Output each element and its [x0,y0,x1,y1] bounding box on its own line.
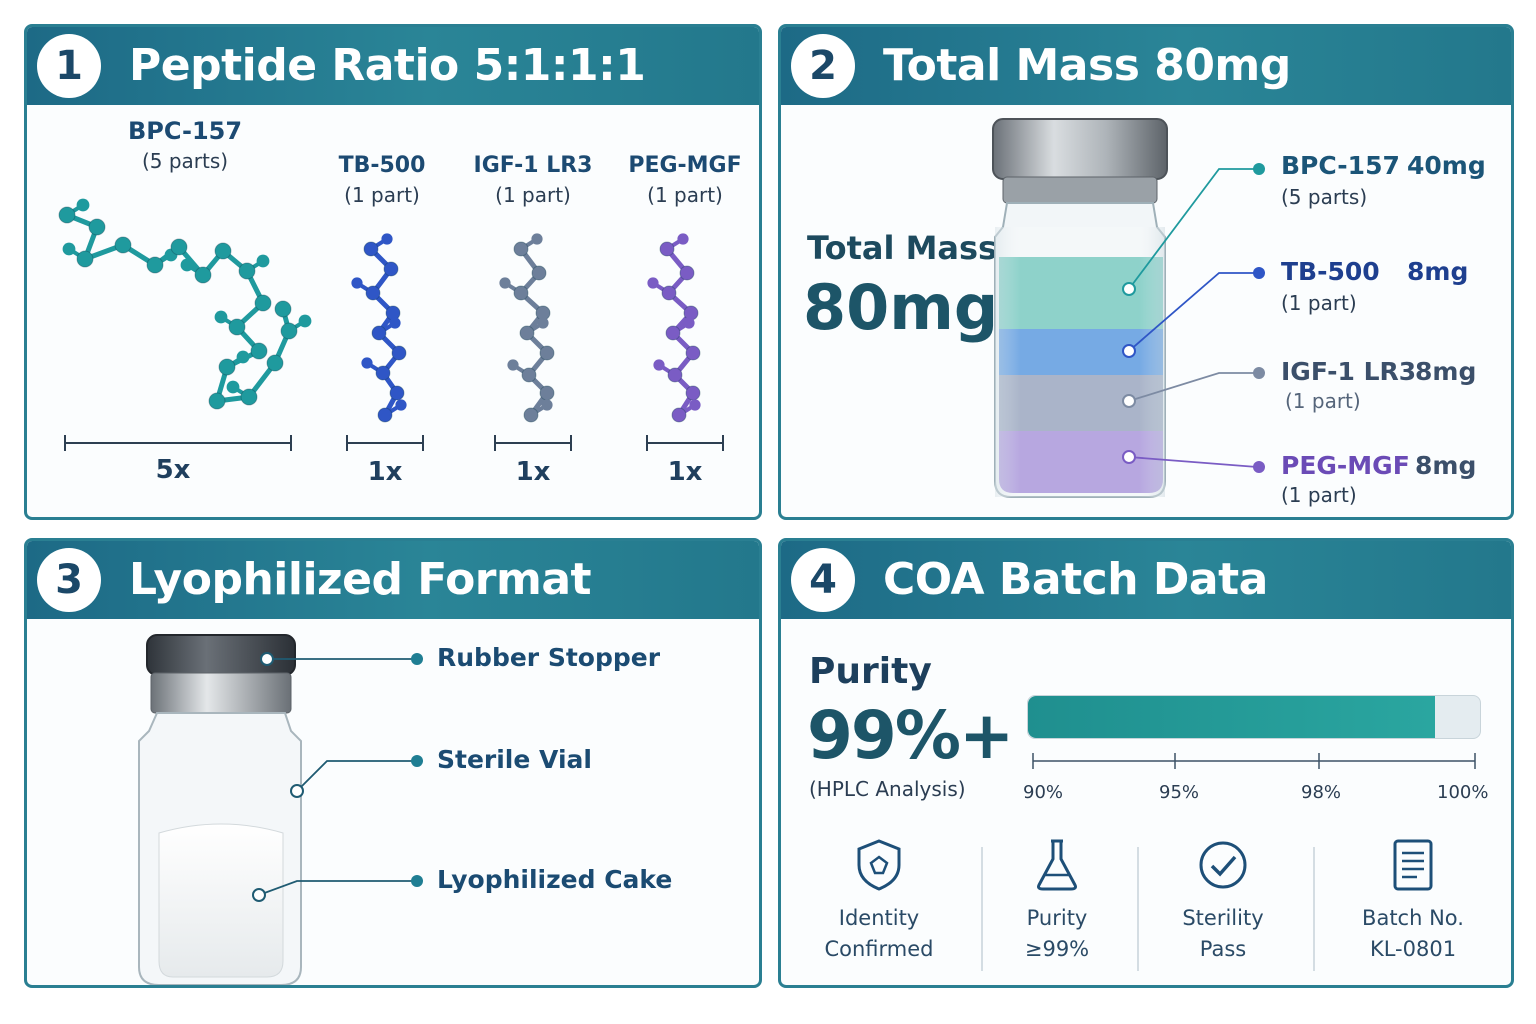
peptide-parts: (1 part) [647,183,723,207]
callout-label: Rubber Stopper [437,643,661,672]
purity-bar-track [1027,695,1481,739]
panel-title: Total Mass 80mg [883,40,1291,91]
divider [1137,847,1139,971]
coa-item-line1: Batch No. [1362,906,1464,930]
panel-title: COA Batch Data [883,554,1268,605]
document-icon [1393,839,1433,891]
purity-method: (HPLC Analysis) [809,777,966,801]
purity-scale [1032,753,1476,769]
layer-name: BPC-157 [1281,151,1400,180]
coa-item-line2: Confirmed [824,937,934,961]
callout-label: Lyophilized Cake [437,865,673,894]
step-badge: 2 [791,34,855,98]
purity-value: 99%+ [807,697,1014,774]
callout-label: Sterile Vial [437,745,592,774]
layer-mass: 8mg [1415,451,1477,480]
panel-header: 3 Lyophilized Format [27,541,759,619]
peptide-parts: (1 part) [495,183,571,207]
coa-item-line2: ≥99% [1024,937,1090,961]
coa-item-identity: Identity Confirmed [799,837,959,965]
total-mass-label: Total Mass [807,229,998,267]
purity-bar-fill [1028,696,1435,738]
purity-label: Purity [809,651,932,692]
ratio-brackets [64,435,724,451]
scale-tick-label: 98% [1301,782,1342,803]
tb-500-molecule-icon [351,233,407,423]
step-badge: 1 [37,34,101,98]
panel-title: Peptide Ratio 5:1:1:1 [129,40,646,91]
step-badge: 4 [791,548,855,612]
coa-item-line1: Identity [838,906,920,930]
coa-item-sterility: Sterility Pass [1143,837,1303,965]
check-circle-icon [1199,841,1247,889]
coa-item-purity: Purity ≥99% [977,837,1137,965]
peptide-name: TB-500 [338,153,426,178]
panel-total-mass: 2 Total Mass 80mg Total Mass 80mg [778,24,1514,520]
layer-name: TB-500 [1281,257,1380,286]
panel-header: 4 COA Batch Data [781,541,1511,619]
flask-icon [1037,839,1077,891]
layer-parts: (1 part) [1281,483,1357,507]
layer-name: PEG-MGF [1281,451,1410,480]
panel-header: 1 Peptide Ratio 5:1:1:1 [27,27,759,105]
panel-peptide-ratio: 1 Peptide Ratio 5:1:1:1 BPC-157 (5 parts… [24,24,762,520]
layer-name: IGF-1 LR3 [1281,357,1417,386]
coa-item-batch: Batch No. KL-0801 [1333,837,1493,965]
divider [981,847,983,971]
divider [1313,847,1315,971]
peptide-name: BPC-157 [127,117,243,145]
layered-vial [992,118,1265,498]
step-badge: 3 [37,548,101,612]
ratio-label: 5x [155,455,191,485]
lyophilized-cake-icon [158,823,284,978]
panel-header: 2 Total Mass 80mg [781,27,1511,105]
layer-mass: 8mg [1407,257,1469,286]
molecule-illustrations [58,198,724,451]
ratio-label: 1x [515,457,551,487]
peptide-parts: (5 parts) [141,149,229,173]
layer-parts: (1 part) [1281,291,1357,315]
coa-item-line2: Pass [1199,937,1247,961]
layer-parts: (1 part) [1285,389,1361,413]
total-mass-value: 80mg [803,271,999,344]
coa-item-line1: Sterility [1182,906,1264,930]
peptide-name: PEG-MGF [628,153,742,178]
peptide-parts: (1 part) [344,183,420,207]
panel-coa-batch-data: 4 COA Batch Data Purity 99%+ (HPLC Analy… [778,538,1514,988]
scale-tick-label: 95% [1159,782,1200,803]
vial-cap-icon [992,118,1168,180]
ratio-label: 1x [667,457,703,487]
panel-title: Lyophilized Format [129,554,592,605]
layer-mass: 8mg [1415,357,1477,386]
panel-lyophilized-format: 3 Lyophilized Format Ru [24,538,762,988]
coa-item-line2: KL-0801 [1369,937,1457,961]
igf-1-lr3-molecule-icon [499,233,555,423]
layer-mass: 40mg [1407,151,1486,180]
peptide-name: IGF-1 LR3 [473,153,593,178]
coa-item-line1: Purity [1026,906,1088,930]
peg-mgf-molecule-icon [647,233,701,423]
scale-tick-label: 90% [1023,782,1064,803]
layer-parts: (5 parts) [1281,185,1368,209]
shield-icon [857,839,901,891]
ratio-label: 1x [367,457,403,487]
bpc-157-molecule-icon [58,198,312,410]
scale-tick-label: 100% [1437,782,1489,803]
lyophilized-vial [138,634,423,985]
rubber-stopper-icon [146,634,296,676]
